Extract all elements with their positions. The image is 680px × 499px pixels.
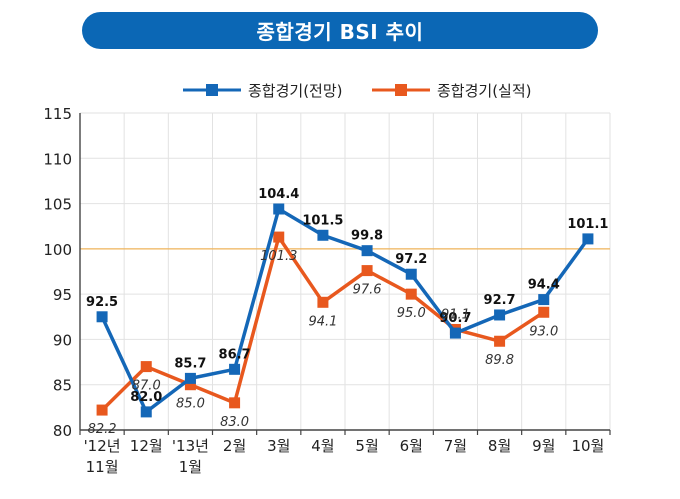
data-point-actual-7 (361, 265, 373, 277)
data-label-forecast-12: 101.1 (567, 217, 608, 232)
x-tick-label-3-line1: '13년 (172, 437, 209, 455)
x-tick-label-9: 7월 (444, 437, 467, 455)
series-line-forecast (100, 207, 590, 414)
data-point-forecast-10 (494, 309, 506, 321)
data-label-forecast-2: 82.0 (130, 390, 162, 405)
x-tick-label-4: 2월 (223, 437, 246, 455)
x-tick-label-3-line2: 1월 (179, 458, 202, 476)
y-tick-label-95: 95 (53, 286, 72, 304)
data-point-actual-1 (96, 404, 108, 416)
chart-title: 종합경기 BSI 추이 (256, 20, 424, 44)
y-tick-label-115: 115 (43, 105, 72, 123)
data-label-actual-6: 94.1 (308, 314, 337, 329)
data-label-forecast-1: 92.5 (86, 295, 118, 310)
data-point-forecast-8 (405, 268, 417, 280)
data-label-actual-10: 89.8 (485, 353, 514, 368)
data-label-forecast-3: 85.7 (174, 356, 206, 371)
x-tick-label-10: 8월 (488, 437, 511, 455)
data-point-forecast-5 (273, 203, 285, 215)
x-tick-label-1-line1: '12년 (84, 437, 121, 455)
data-label-forecast-7: 99.8 (351, 229, 383, 244)
x-tick-label-7: 5월 (355, 437, 378, 455)
x-tick-label-5: 3월 (267, 437, 290, 455)
y-tick-label-80: 80 (53, 422, 72, 440)
data-label-forecast-8: 97.2 (395, 252, 427, 267)
data-point-forecast-4 (229, 363, 241, 375)
data-label-actual-5: 101.3 (260, 249, 297, 264)
x-tick-label-12: 10월 (571, 437, 604, 455)
data-label-actual-1: 82.2 (88, 422, 117, 437)
data-point-actual-11 (538, 306, 550, 318)
y-tick-label-105: 105 (43, 196, 72, 214)
data-label-forecast-11: 94.4 (528, 278, 560, 293)
data-label-forecast-10: 92.7 (484, 293, 516, 308)
chart-title-banner: 종합경기 BSI 추이 (82, 12, 598, 49)
data-point-actual-10 (494, 335, 506, 347)
data-label-forecast-9: 90.7 (439, 311, 471, 326)
data-point-forecast-1 (96, 311, 108, 323)
legend-label-forecast: 종합경기(전망) (248, 82, 343, 100)
x-tick-label-8: 6월 (400, 437, 423, 455)
x-tick-label-6: 4월 (311, 437, 334, 455)
legend-label-actual: 종합경기(실적) (437, 82, 532, 100)
data-point-forecast-12 (582, 233, 594, 245)
data-point-actual-6 (317, 296, 329, 308)
data-point-forecast-2 (140, 406, 152, 418)
legend-marker-forecast (206, 84, 218, 96)
data-label-actual-7: 97.6 (353, 283, 382, 298)
data-point-actual-4 (229, 397, 241, 409)
data-point-actual-2 (140, 361, 152, 373)
data-label-actual-9: 91.1 (441, 307, 470, 322)
data-label-actual-4: 83.0 (220, 415, 249, 430)
data-point-actual-8 (405, 288, 417, 300)
data-label-actual-11: 93.0 (529, 324, 558, 339)
data-point-forecast-9 (449, 327, 461, 339)
data-point-actual-5 (273, 231, 285, 243)
data-label-actual-2: 87.0 (132, 379, 161, 394)
data-point-actual-3 (184, 379, 196, 391)
x-tick-label-11: 9월 (532, 437, 555, 455)
data-label-forecast-5: 104.4 (258, 187, 299, 202)
y-tick-label-100: 100 (43, 241, 72, 259)
x-tick-label-2: 12월 (130, 437, 163, 455)
data-point-forecast-3 (184, 372, 196, 384)
y-tick-label-85: 85 (53, 377, 72, 395)
data-label-forecast-6: 101.5 (302, 213, 343, 228)
data-label-actual-8: 95.0 (397, 306, 426, 321)
data-point-forecast-6 (317, 229, 329, 241)
data-label-actual-3: 85.0 (176, 397, 205, 412)
data-label-forecast-4: 86.7 (219, 347, 251, 362)
x-tick-label-1-line2: 11월 (86, 458, 119, 476)
y-tick-label-110: 110 (43, 150, 72, 168)
data-point-forecast-11 (538, 294, 550, 306)
y-tick-label-90: 90 (53, 331, 72, 349)
data-point-forecast-7 (361, 245, 373, 257)
legend-marker-actual (395, 84, 407, 96)
